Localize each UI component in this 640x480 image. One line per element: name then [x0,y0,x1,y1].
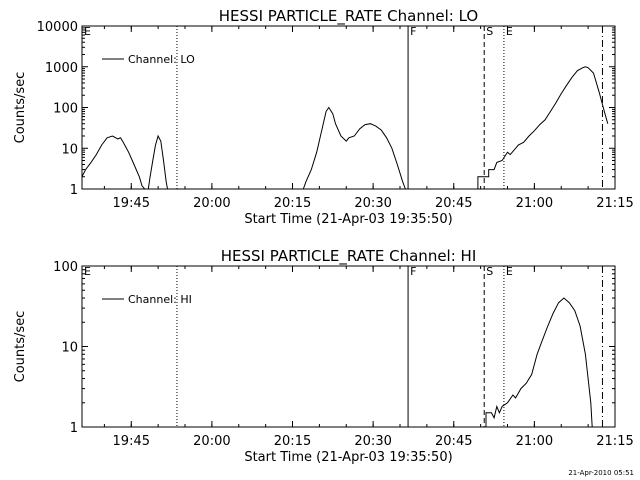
panel-lo: HESSI PARTICLE_RATE Channel: LO Start Tim… [13,7,634,227]
x-axis-label: Start Time (21-Apr-03 19:35:50) [244,212,452,227]
event-marker-label: F [410,25,416,38]
x-tick-label: 20:15 [274,434,311,449]
panel-hi: HESSI PARTICLE_RATE Channel: HI Start Tim… [13,247,634,465]
plot-frame [81,25,616,190]
y-tick-label: 1 [70,421,78,436]
event-marker-label: S [486,265,493,278]
series-line [147,134,168,190]
event-marker-label: S [486,25,493,38]
x-tick-label: 19:45 [113,434,150,449]
y-tick-label: 100 [53,260,78,275]
series-line [302,106,406,190]
x-tick-label: 20:00 [193,196,230,211]
series-line [485,297,593,428]
x-tick-label: 20:00 [193,434,230,449]
chart-title: HESSI PARTICLE_RATE Channel: LO [219,7,478,26]
x-tick-label: 20:30 [354,196,391,211]
x-tick-label: 21:15 [596,434,633,449]
x-tick-label: 21:15 [596,196,633,211]
y-tick-label: 1000 [45,61,78,76]
y-axis-label: Counts/sec [13,311,28,383]
x-axis-label: Start Time (21-Apr-03 19:35:50) [244,450,452,465]
x-tick-label: 19:45 [113,196,150,211]
chart-title: HESSI PARTICLE_RATE Channel: HI [221,247,477,266]
x-tick-label: 20:15 [274,196,311,211]
event-marker-label: F [410,265,416,278]
series-line [477,66,609,189]
x-tick-label: 20:45 [435,196,472,211]
y-axis-label: Counts/sec [13,72,28,144]
x-tick-label: 21:00 [516,434,553,449]
y-tick-label: 100 [53,102,78,117]
x-tick-label: 20:30 [354,434,391,449]
x-tick-label: 20:45 [435,434,472,449]
event-marker-label: E [84,265,91,278]
plot-timestamp: 21-Apr-2010 05:51 [568,469,634,477]
y-tick-label: 10 [61,142,78,157]
event-marker-label: E [506,25,513,38]
legend-label: Channel: HI [128,293,192,306]
plot-frame [81,265,616,428]
event-marker-label: E [84,25,91,38]
y-tick-label: 10 [61,341,78,356]
y-tick-label: 1 [70,183,78,198]
x-tick-label: 21:00 [516,196,553,211]
legend-label: Channel: LO [128,53,195,66]
event-marker-label: E [506,265,513,278]
y-tick-label: 10000 [37,20,78,35]
series-line [81,135,146,190]
